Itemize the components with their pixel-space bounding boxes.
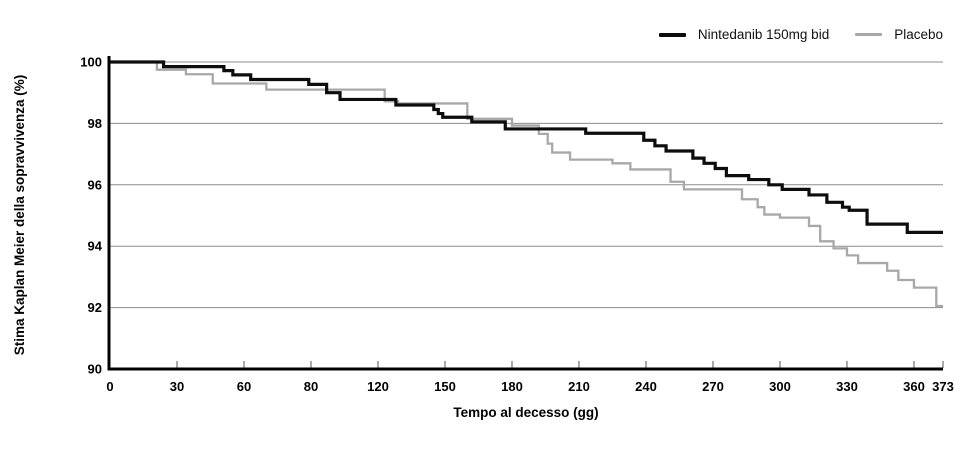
x-tick-label: 373 [932,379,954,394]
legend-item-placebo: Placebo [855,27,943,42]
placebo-line-swatch [855,32,883,37]
x-tick-label: 60 [237,379,251,394]
legend: Nintedanib 150mg bid Placebo [658,27,943,42]
x-tick-label: 330 [836,379,858,394]
x-tick-label: 0 [106,379,113,394]
y-tick-label: 100 [80,55,102,70]
x-axis-title: Tempo al decesso (gg) [453,405,598,420]
x-tick-label: 300 [769,379,791,394]
x-tick-label: 360 [903,379,925,394]
legend-label-nintedanib: Nintedanib 150mg bid [697,27,830,42]
y-tick-label: 90 [88,362,102,377]
x-tick-label: 80 [304,379,318,394]
x-tick-label: 150 [434,379,456,394]
legend-label-placebo: Placebo [894,27,943,42]
y-tick-label: 92 [88,300,102,315]
nintedanib-line-swatch [658,32,686,37]
x-tick-label: 120 [367,379,389,394]
x-tick-label: 180 [501,379,523,394]
series-line [110,60,943,308]
y-tick-label: 98 [88,116,102,131]
x-tick-label: 210 [568,379,590,394]
x-tick-label: 270 [702,379,724,394]
x-tick-label: 30 [170,379,184,394]
series-line [110,60,943,234]
y-tick-label: 94 [88,239,103,254]
x-tick-label: 240 [635,379,657,394]
legend-item-nintedanib: Nintedanib 150mg bid [658,27,830,42]
y-tick-label: 96 [88,177,102,192]
km-plot-group: 0 30 60 80 120 150 180 210 240 270 300 330 360 373 100… [80,55,954,395]
y-axis-title: Stima Kaplan Meier della sopravvivenza (… [12,75,27,356]
